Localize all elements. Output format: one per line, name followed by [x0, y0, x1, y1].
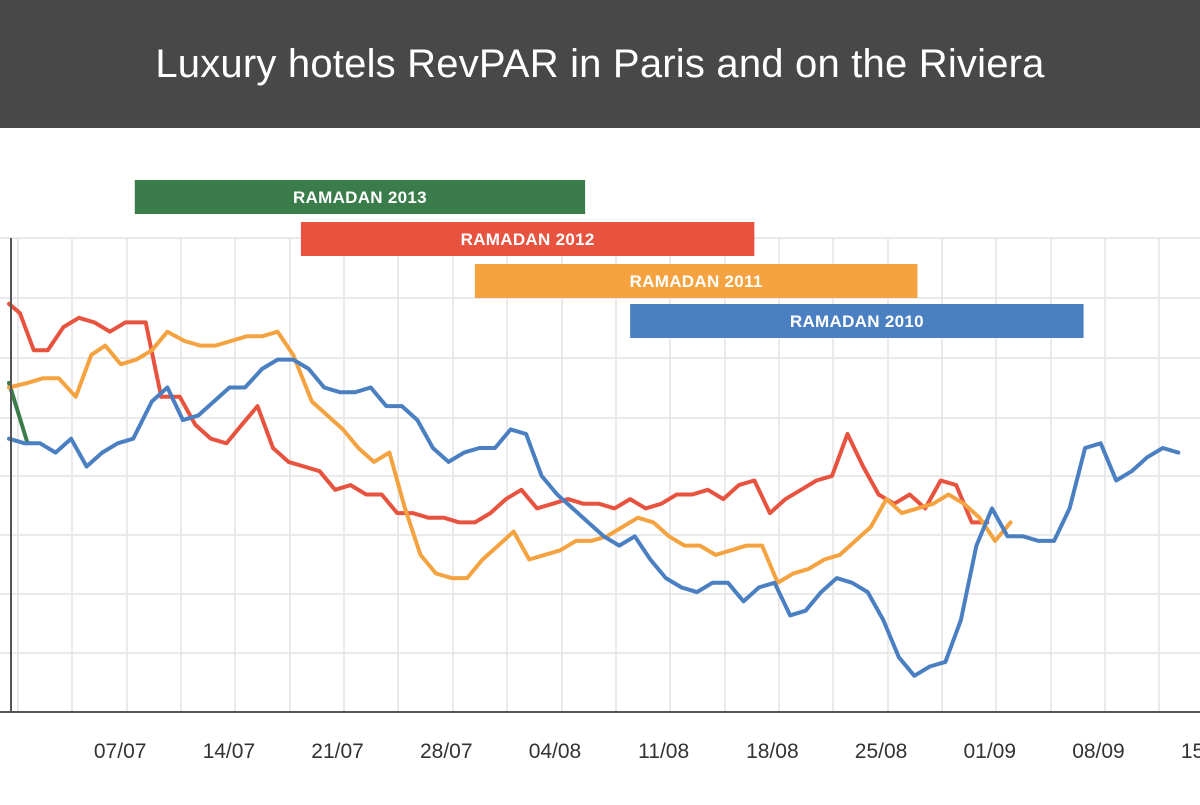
x-tick-label: 08/09 [1072, 740, 1125, 763]
x-tick-label: 28/07 [420, 740, 473, 763]
series-lines [7, 301, 1181, 678]
ramadan-bar [300, 222, 755, 256]
x-tick-label: 25/08 [855, 740, 908, 763]
ramadan-bar-label: RAMADAN 2010 [790, 312, 924, 331]
x-tick-label: 01/09 [963, 740, 1016, 763]
ramadan-bar-label: RAMADAN 2013 [293, 188, 427, 207]
x-tick-label: 21/07 [311, 740, 364, 763]
x-tick-label: 07/07 [94, 740, 147, 763]
x-tick-label: 11/08 [638, 740, 689, 763]
x-axis: 07/07 14/07 21/07 28/07 04/08 11/08 18/08 25/08… [0, 238, 1200, 763]
grid [0, 237, 1200, 712]
ramadan-bar [134, 180, 586, 214]
ramadan-bar [474, 264, 918, 298]
x-tick-label: 04/08 [529, 740, 582, 763]
series-line-2010 [7, 357, 1181, 678]
ramadan-bar-label: RAMADAN 2011 [630, 272, 763, 291]
ramadan-bar [630, 304, 1084, 338]
x-tick-label: 14/07 [203, 740, 256, 763]
x-tick-label: 18/08 [746, 740, 799, 763]
series-line-2011 [7, 329, 1013, 585]
chart-area: RAMADAN 2013 RAMADAN 2012 RAMADAN 2011 RAMA… [0, 128, 1200, 800]
series-line-2013 [7, 380, 30, 446]
x-tick-label: 15/09 [1181, 740, 1200, 763]
ramadan-bars: RAMADAN 2013 RAMADAN 2012 RAMADAN 2011 RAMA… [134, 180, 1084, 338]
line-chart: RAMADAN 2013 RAMADAN 2012 RAMADAN 2011 RAMA… [0, 180, 1200, 763]
chart-title-bar: Luxury hotels RevPAR in Paris and on the… [0, 0, 1200, 128]
chart-title: Luxury hotels RevPAR in Paris and on the… [155, 41, 1045, 86]
ramadan-bar-label: RAMADAN 2012 [461, 230, 595, 249]
